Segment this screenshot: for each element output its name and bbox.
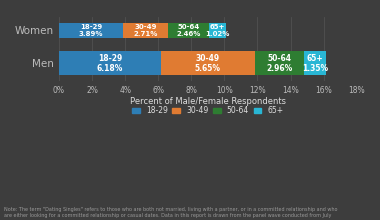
Bar bbox=[59, 51, 161, 75]
Legend: 18-29, 30-49, 50-64, 65+: 18-29, 30-49, 50-64, 65+ bbox=[132, 106, 283, 115]
Text: 18-29
6.18%: 18-29 6.18% bbox=[97, 53, 123, 73]
Text: 50-64
2.46%: 50-64 2.46% bbox=[176, 24, 201, 37]
Text: 65+
1.02%: 65+ 1.02% bbox=[205, 24, 230, 37]
Text: 30-49
5.65%: 30-49 5.65% bbox=[195, 53, 221, 73]
Text: 30-49
2.71%: 30-49 2.71% bbox=[133, 24, 158, 37]
Bar bbox=[168, 23, 209, 38]
Text: 50-64
2.96%: 50-64 2.96% bbox=[266, 53, 292, 73]
X-axis label: Percent of Male/Female Respondents: Percent of Male/Female Respondents bbox=[130, 97, 286, 106]
Bar bbox=[59, 23, 124, 38]
Bar bbox=[304, 51, 326, 75]
Text: 65+
1.35%: 65+ 1.35% bbox=[302, 53, 328, 73]
Bar bbox=[209, 23, 226, 38]
Bar bbox=[161, 51, 255, 75]
Text: 18-29
3.89%: 18-29 3.89% bbox=[79, 24, 103, 37]
Bar bbox=[124, 23, 168, 38]
Text: Note: The term "Dating Singles" refers to those who are both not married, living: Note: The term "Dating Singles" refers t… bbox=[4, 207, 337, 218]
Bar bbox=[255, 51, 304, 75]
